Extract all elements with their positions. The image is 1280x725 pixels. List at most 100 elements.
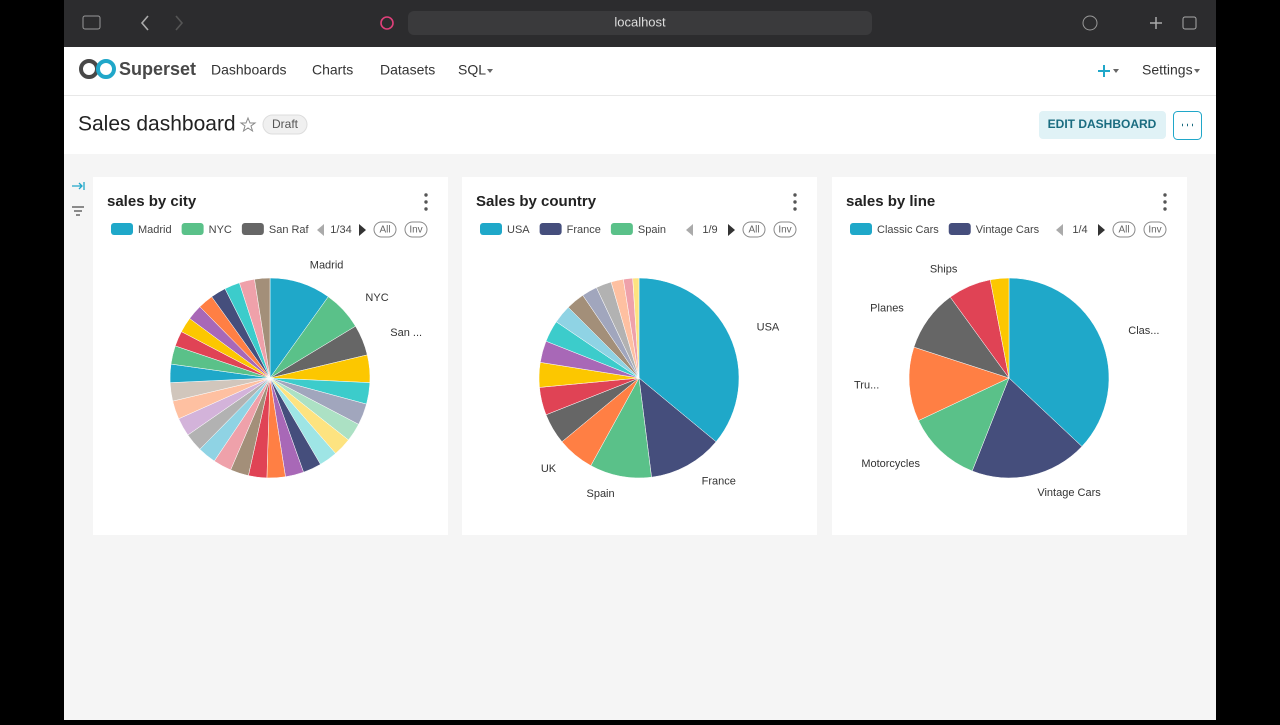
legend-button[interactable] (742, 221, 766, 238)
slice-label: USA (757, 322, 780, 334)
slice-label: Tru... (854, 379, 879, 391)
edit-button-label: EDIT DASHBOARD (1048, 117, 1157, 131)
legend: Madrid NYC San Rafa (111, 223, 316, 236)
legend-swatch[interactable] (181, 223, 204, 235)
legend-label[interactable]: San Rafa (269, 224, 316, 236)
legend-swatch[interactable] (241, 223, 264, 235)
url-field[interactable] (408, 11, 872, 35)
legend-button-label: Inv (409, 225, 422, 236)
edit-button[interactable] (1039, 111, 1166, 139)
legend-swatch[interactable] (480, 223, 502, 235)
legend-button[interactable] (404, 221, 428, 238)
legend-button-label: All (379, 225, 390, 236)
legend-swatch[interactable] (850, 223, 872, 235)
caret (1113, 69, 1119, 73)
menu-dot[interactable] (793, 200, 797, 204)
pie-slice (971, 377, 1083, 479)
favorite-star[interactable] (239, 116, 257, 133)
app-header (64, 47, 1216, 154)
slice-label: San ... (390, 327, 422, 339)
chart-title: sales by line (846, 193, 935, 210)
dashboard-title: Sales dashboard (78, 113, 236, 136)
nav-link[interactable]: SQL (458, 62, 486, 78)
settings-menu[interactable]: Settings (1142, 62, 1193, 78)
legend-button[interactable] (1143, 221, 1167, 238)
tabs-icon[interactable] (1182, 16, 1197, 30)
legend-button-label: Inv (778, 225, 791, 236)
new-tab-icon[interactable] (1150, 17, 1162, 29)
menu-dot[interactable] (793, 207, 797, 211)
legend-button[interactable] (1112, 221, 1136, 238)
legend: Classic Cars Vintage Cars (850, 223, 1040, 236)
chart-card: Sales by country USA France Spain 1/9 All Inv U… (462, 177, 817, 535)
pie-slice (638, 377, 717, 478)
add-button[interactable] (1098, 65, 1110, 77)
legend-button-label: Inv (1148, 225, 1161, 236)
slice-label: Ships (930, 264, 958, 276)
caret (487, 69, 493, 73)
menu-dot[interactable] (1163, 200, 1167, 204)
url: localhost (614, 14, 666, 29)
legend-label[interactable]: France (567, 224, 601, 236)
pie-slice (989, 277, 1010, 379)
legend-prev[interactable] (317, 224, 324, 236)
legend-next[interactable] (728, 224, 735, 236)
forward-button[interactable] (175, 15, 184, 31)
status: Draft (272, 117, 299, 131)
back-button[interactable] (140, 15, 149, 31)
nav-link[interactable]: Datasets (380, 62, 435, 78)
chart-card: sales by line Classic Cars Vintage Cars 1/4… (832, 177, 1187, 535)
legend-label[interactable]: Spain (638, 224, 666, 236)
caret (1194, 69, 1200, 73)
legend-label[interactable]: NYC (209, 224, 232, 236)
legend-label[interactable]: Madrid (138, 224, 172, 236)
chart-title: sales by city (107, 193, 197, 210)
legend-label[interactable]: Vintage Cars (976, 224, 1040, 236)
legend-button[interactable] (373, 221, 397, 238)
legend-prev[interactable] (1056, 224, 1063, 236)
pie-slice (1008, 277, 1110, 447)
menu-dot[interactable] (424, 200, 428, 204)
pie-slice (632, 277, 640, 379)
legend-button-label: All (1118, 225, 1129, 236)
download-icon[interactable] (1082, 15, 1098, 31)
brand[interactable]: Superset (119, 59, 196, 79)
menu-dot[interactable] (424, 207, 428, 211)
menu-dot[interactable] (1163, 193, 1167, 197)
pie-slice (918, 377, 1010, 472)
slice-label: Spain (586, 488, 614, 500)
legend-swatch[interactable] (610, 223, 633, 235)
menu-dot[interactable] (793, 193, 797, 197)
filter-icon[interactable] (72, 206, 84, 216)
legend: USA France Spain (480, 223, 666, 236)
legend-page: 1/9 (702, 224, 717, 236)
legend-page: 1/34 (330, 224, 351, 236)
menu-dot[interactable] (424, 193, 428, 197)
chart-card: sales by city Madrid NYC San Rafa 1/34 All Inv… (93, 177, 448, 535)
legend-next[interactable] (359, 224, 366, 236)
slice-label: Planes (870, 303, 904, 315)
nav-link[interactable]: Dashboards (211, 62, 287, 78)
slice-label: Clas... (1128, 325, 1159, 337)
legend-page: 1/4 (1072, 224, 1087, 236)
legend-next[interactable] (1098, 224, 1105, 236)
legend-button[interactable] (773, 221, 797, 238)
charts: sales by city Madrid NYC San Rafa 1/34 All Inv… (93, 177, 1187, 535)
legend-swatch[interactable] (111, 223, 133, 235)
logo-right (96, 59, 116, 79)
status-pill (262, 114, 308, 135)
moon-icon (380, 16, 394, 30)
expand-filters[interactable] (72, 182, 85, 190)
sidebar-icon[interactable] (82, 15, 101, 30)
slice-label: NYC (365, 292, 388, 304)
nav-link[interactable]: Charts (312, 62, 353, 78)
menu-dot[interactable] (1163, 207, 1167, 211)
legend-swatch[interactable] (948, 223, 971, 235)
slice-label: Madrid (310, 260, 344, 272)
legend-label[interactable]: Classic Cars (877, 224, 939, 236)
legend-swatch[interactable] (539, 223, 562, 235)
legend-prev[interactable] (686, 224, 693, 236)
pie-slice (638, 277, 740, 443)
legend-label[interactable]: USA (507, 224, 530, 236)
